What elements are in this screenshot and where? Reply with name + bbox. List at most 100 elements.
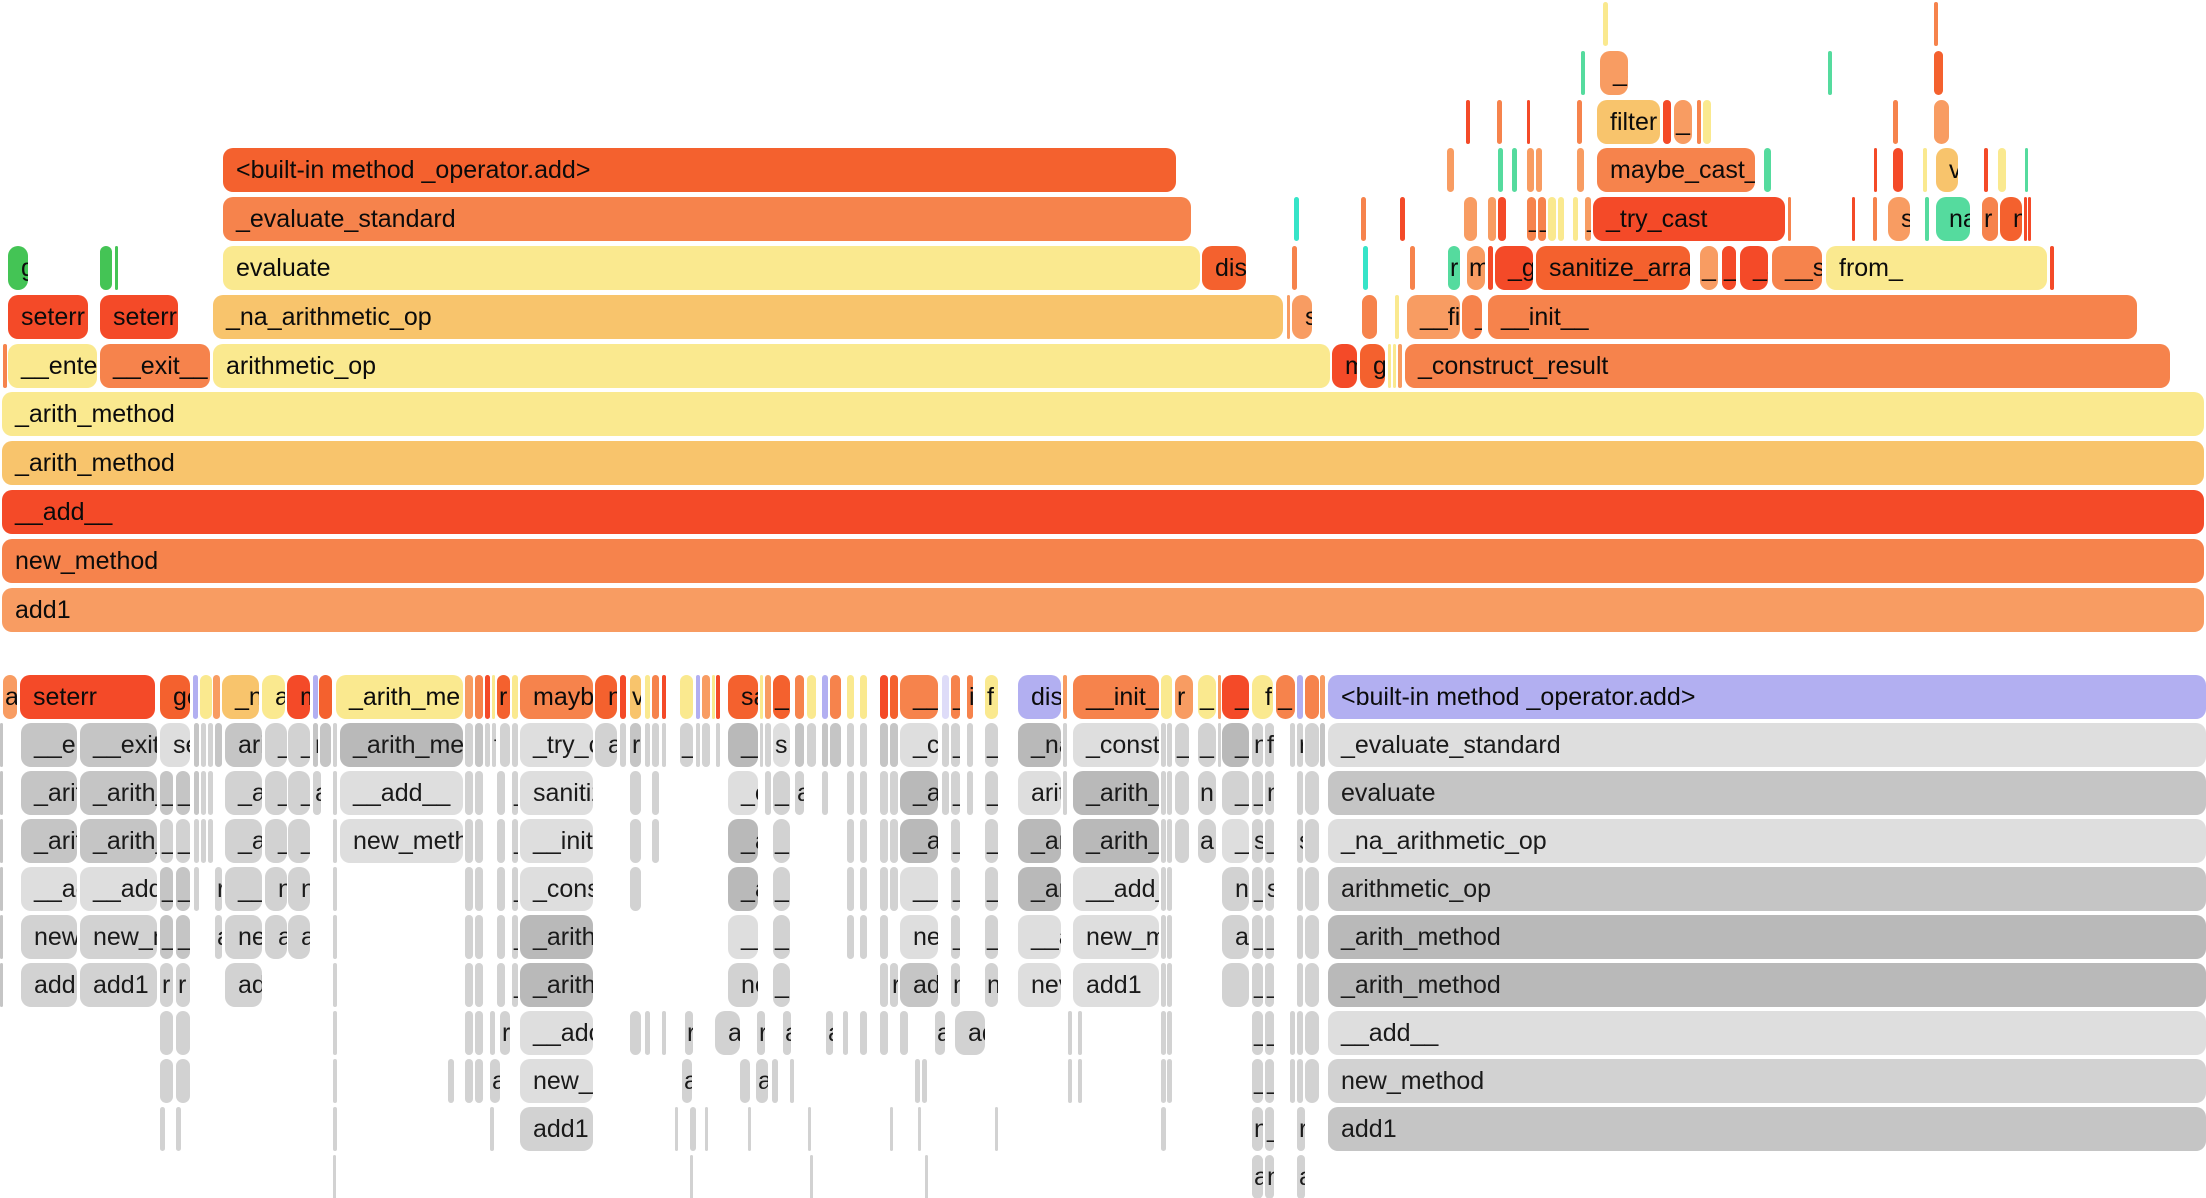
caller-frame[interactable] [0, 723, 3, 767]
caller-frame[interactable] [490, 1107, 494, 1151]
flame-frame[interactable]: new_method [2, 538, 2204, 583]
caller-frame[interactable] [880, 771, 888, 815]
caller-frame[interactable]: __ [1222, 819, 1249, 863]
caller-frame[interactable]: ad [225, 963, 262, 1007]
caller-frame[interactable] [1305, 963, 1319, 1007]
flame-frame[interactable]: f [1252, 675, 1273, 719]
caller-frame[interactable]: _a [225, 771, 262, 815]
flame-frame[interactable] [1893, 99, 1898, 144]
caller-frame[interactable]: _na_arithmetic_op [1328, 819, 2206, 863]
caller-frame[interactable] [795, 723, 804, 767]
flame-frame[interactable] [645, 675, 650, 719]
caller-frame[interactable] [475, 1059, 483, 1103]
caller-frame[interactable]: _ [265, 819, 287, 863]
caller-frame[interactable] [176, 1059, 190, 1103]
caller-frame[interactable] [333, 1011, 337, 1055]
flame-frame[interactable]: g [1360, 343, 1385, 388]
flame-frame[interactable]: _ [1700, 246, 1718, 290]
caller-frame[interactable] [0, 867, 3, 911]
caller-frame[interactable] [822, 771, 828, 815]
caller-frame[interactable]: _ [985, 771, 998, 815]
caller-frame[interactable] [847, 771, 854, 815]
caller-frame[interactable] [652, 819, 659, 863]
caller-frame[interactable]: a [313, 771, 321, 815]
caller-frame[interactable] [915, 1059, 920, 1103]
flame-frame[interactable] [1292, 246, 1297, 290]
caller-frame[interactable] [1305, 915, 1319, 959]
caller-frame[interactable] [1063, 723, 1067, 767]
caller-frame[interactable]: a [795, 771, 804, 815]
caller-frame[interactable] [1297, 867, 1303, 911]
caller-frame[interactable]: _arith_ [1073, 819, 1159, 863]
caller-frame[interactable] [1222, 963, 1249, 1007]
flame-frame[interactable] [115, 246, 118, 290]
flame-frame[interactable]: _a [1600, 50, 1628, 95]
caller-frame[interactable]: _ [985, 819, 998, 863]
flame-frame[interactable]: _ [1198, 675, 1216, 719]
caller-frame[interactable] [925, 1155, 928, 1198]
caller-frame[interactable] [1297, 1011, 1303, 1055]
caller-frame[interactable] [1161, 1107, 1166, 1151]
flame-frame[interactable] [1447, 148, 1454, 193]
caller-frame[interactable] [645, 1011, 650, 1055]
caller-frame[interactable]: _a [728, 819, 758, 863]
flame-frame[interactable] [200, 675, 212, 719]
flame-frame[interactable]: __exit__ [100, 343, 210, 388]
caller-frame[interactable]: __ [288, 819, 310, 863]
caller-frame[interactable]: arithmetic_op [1328, 867, 2206, 911]
caller-frame[interactable] [1305, 723, 1319, 767]
flame-frame[interactable] [1466, 99, 1470, 144]
flame-frame[interactable]: arithmetic_op [213, 343, 1330, 388]
caller-frame[interactable] [475, 867, 483, 911]
caller-frame[interactable]: ne [225, 915, 262, 959]
caller-frame[interactable] [645, 723, 650, 767]
caller-frame[interactable] [765, 723, 771, 767]
caller-frame[interactable] [1161, 1059, 1166, 1103]
flame-frame[interactable]: _ [1538, 197, 1546, 242]
flame-frame[interactable] [1393, 343, 1396, 388]
caller-frame[interactable]: _ [773, 819, 790, 863]
flame-frame[interactable]: r [1982, 197, 1998, 242]
caller-frame[interactable]: _ [985, 867, 998, 911]
caller-frame[interactable] [512, 723, 518, 767]
caller-frame[interactable] [1167, 1059, 1172, 1103]
caller-frame[interactable] [465, 771, 473, 815]
flame-frame[interactable]: s [1888, 197, 1910, 242]
flame-frame[interactable]: ge [160, 675, 190, 719]
flame-frame[interactable] [2024, 197, 2027, 242]
caller-frame[interactable] [320, 723, 331, 767]
flame-frame[interactable] [1287, 294, 1290, 339]
flame-frame[interactable] [830, 675, 841, 719]
caller-frame[interactable]: _arith [520, 963, 593, 1007]
caller-frame[interactable]: _ [176, 771, 190, 815]
caller-frame[interactable] [333, 867, 337, 911]
caller-frame[interactable]: new_ [21, 915, 77, 959]
caller-frame[interactable]: _ [265, 771, 287, 815]
caller-frame[interactable] [465, 1059, 473, 1103]
flame-frame[interactable] [1305, 675, 1319, 719]
flame-frame[interactable] [1527, 148, 1534, 193]
caller-frame[interactable] [748, 1107, 751, 1151]
flame-frame[interactable] [712, 675, 715, 719]
caller-frame[interactable] [1290, 1011, 1295, 1055]
caller-frame[interactable]: _ [1252, 1011, 1263, 1055]
flame-frame[interactable] [1998, 148, 2006, 193]
caller-frame[interactable]: _ [1265, 1011, 1274, 1055]
caller-frame[interactable] [160, 1011, 173, 1055]
caller-frame[interactable] [475, 915, 483, 959]
flame-frame[interactable] [1548, 197, 1556, 242]
flame-frame[interactable]: _arith_method [2, 392, 2204, 437]
caller-frame[interactable] [690, 1107, 696, 1151]
flame-frame[interactable]: na [1936, 197, 1970, 242]
flame-frame[interactable]: maybe_cast_t [1597, 148, 1755, 193]
caller-frame[interactable] [847, 819, 854, 863]
caller-frame[interactable]: _cons [520, 867, 593, 911]
flame-frame[interactable]: _arith_method [2, 441, 2204, 486]
caller-frame[interactable]: _ [773, 867, 790, 911]
flame-frame[interactable] [1984, 148, 1988, 193]
caller-frame[interactable]: r [890, 963, 898, 1007]
flame-frame[interactable]: seterr [20, 675, 155, 719]
flame-frame[interactable]: _s [1740, 246, 1768, 290]
flame-frame[interactable] [1388, 343, 1391, 388]
caller-frame[interactable]: s [1265, 867, 1274, 911]
